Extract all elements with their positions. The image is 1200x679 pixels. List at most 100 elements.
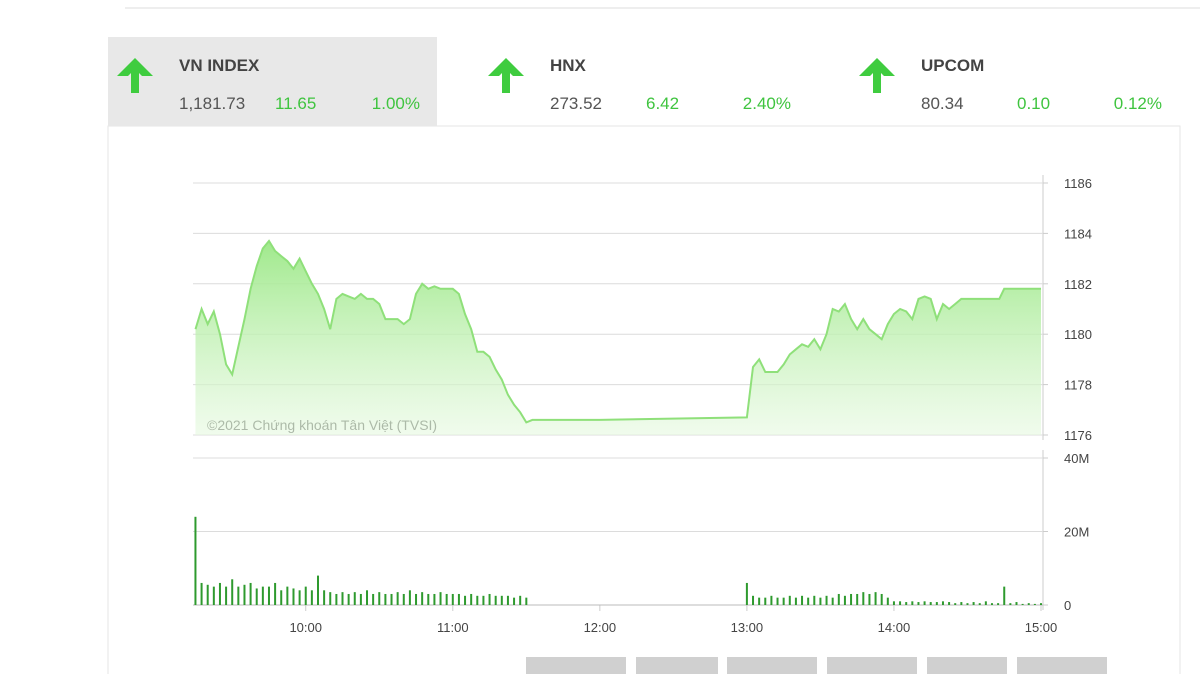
volume-bar: [347, 593, 350, 605]
volume-bar: [782, 597, 785, 605]
volume-bar: [396, 592, 399, 605]
volume-bar: [249, 582, 252, 605]
volume-bar: [929, 602, 932, 605]
volume-bar: [819, 597, 822, 605]
volume-bar: [402, 593, 405, 605]
volume-bar: [972, 602, 975, 605]
volume-bar: [384, 593, 387, 605]
x-tick-label: 12:00: [584, 620, 617, 635]
volume-bar: [323, 590, 326, 605]
button[interactable]: [927, 657, 1007, 677]
button[interactable]: [526, 657, 626, 677]
volume-bar: [304, 586, 307, 605]
volume-bar: [911, 601, 914, 605]
x-tick-label: 14:00: [878, 620, 911, 635]
volume-bar: [776, 597, 779, 605]
volume-bar: [850, 593, 853, 605]
y-tick-label: 20M: [1064, 525, 1089, 540]
y-tick-label: 1184: [1064, 226, 1092, 241]
button[interactable]: [727, 657, 817, 677]
volume-bar: [917, 602, 920, 605]
volume-bar: [341, 592, 344, 605]
y-tick-label: 1176: [1064, 428, 1092, 443]
volume-bar: [218, 582, 221, 605]
volume-bar: [457, 593, 460, 605]
volume-bar: [206, 584, 209, 605]
button[interactable]: [1017, 657, 1107, 677]
volume-bar: [837, 593, 840, 605]
volume-bar: [764, 597, 767, 605]
volume-bar: [831, 597, 834, 605]
volume-bar: [488, 593, 491, 605]
y-tick-label: 40M: [1064, 451, 1089, 466]
volume-bar: [470, 593, 473, 605]
index-change: 0.10: [1017, 94, 1050, 113]
volume-bar: [923, 601, 926, 605]
y-tick-label: 1182: [1064, 277, 1092, 292]
volume-bar: [451, 593, 454, 605]
volume-bar: [372, 593, 375, 605]
index-change: 6.42: [646, 94, 679, 113]
button-row: [526, 657, 1107, 677]
volume-bar: [378, 592, 381, 605]
volume-bar: [899, 601, 902, 605]
index-value: 1,181.73: [179, 94, 245, 113]
area-fill: [195, 241, 1041, 435]
up-arrow: [859, 58, 895, 93]
y-tick-label: 0: [1064, 598, 1071, 613]
volume-bar: [813, 595, 816, 605]
volume-bar: [1033, 603, 1036, 605]
x-tick-label: 10:00: [289, 620, 322, 635]
active-tab[interactable]: [108, 37, 437, 126]
volume-bar: [966, 603, 969, 605]
volume-bar: [255, 588, 258, 605]
volume-bar: [482, 595, 485, 605]
volume-bar: [408, 590, 411, 605]
volume-bar: [200, 582, 203, 605]
volume-bar: [941, 601, 944, 605]
volume-bar: [439, 592, 442, 605]
volume-bar: [261, 586, 264, 605]
volume-bar: [856, 593, 859, 605]
volume-bar: [212, 586, 215, 605]
volume-bar: [954, 603, 957, 605]
volume-bar: [494, 595, 497, 605]
index-name: UPCOM: [921, 56, 984, 75]
volume-bar: [194, 516, 197, 605]
volume-bar: [286, 586, 289, 605]
button[interactable]: [827, 657, 917, 677]
volume-bar: [843, 595, 846, 605]
volume-bar: [770, 595, 773, 605]
volume-bar: [807, 597, 810, 605]
volume-bar: [500, 595, 503, 605]
index-percent: 2.40%: [743, 94, 791, 113]
volume-bar: [390, 593, 393, 605]
volume-bar: [886, 597, 889, 605]
index-change: 11.65: [275, 94, 316, 113]
volume-bar: [752, 595, 755, 605]
price-line: [194, 239, 1041, 424]
volume-bar: [1021, 603, 1024, 605]
volume-bar: [231, 579, 234, 605]
volume-bar: [519, 595, 522, 605]
volume-bar: [415, 593, 418, 605]
volume-bar: [874, 592, 877, 605]
up-arrow: [488, 58, 524, 93]
index-value: 273.52: [550, 94, 602, 113]
volume-bar: [758, 597, 761, 605]
index-name: HNX: [550, 56, 587, 75]
index-percent: 1.00%: [372, 94, 420, 113]
volume-bar: [978, 603, 981, 605]
volume-bar: [1040, 603, 1042, 605]
volume-bar: [329, 592, 332, 605]
volume-bar: [892, 601, 895, 605]
volume-bar: [353, 592, 356, 605]
volume-bar: [862, 592, 865, 605]
volume-bar: [868, 593, 871, 605]
volume-bar: [274, 582, 277, 605]
volume-bar: [1027, 603, 1030, 605]
button[interactable]: [636, 657, 718, 677]
volume-bar: [292, 588, 295, 605]
